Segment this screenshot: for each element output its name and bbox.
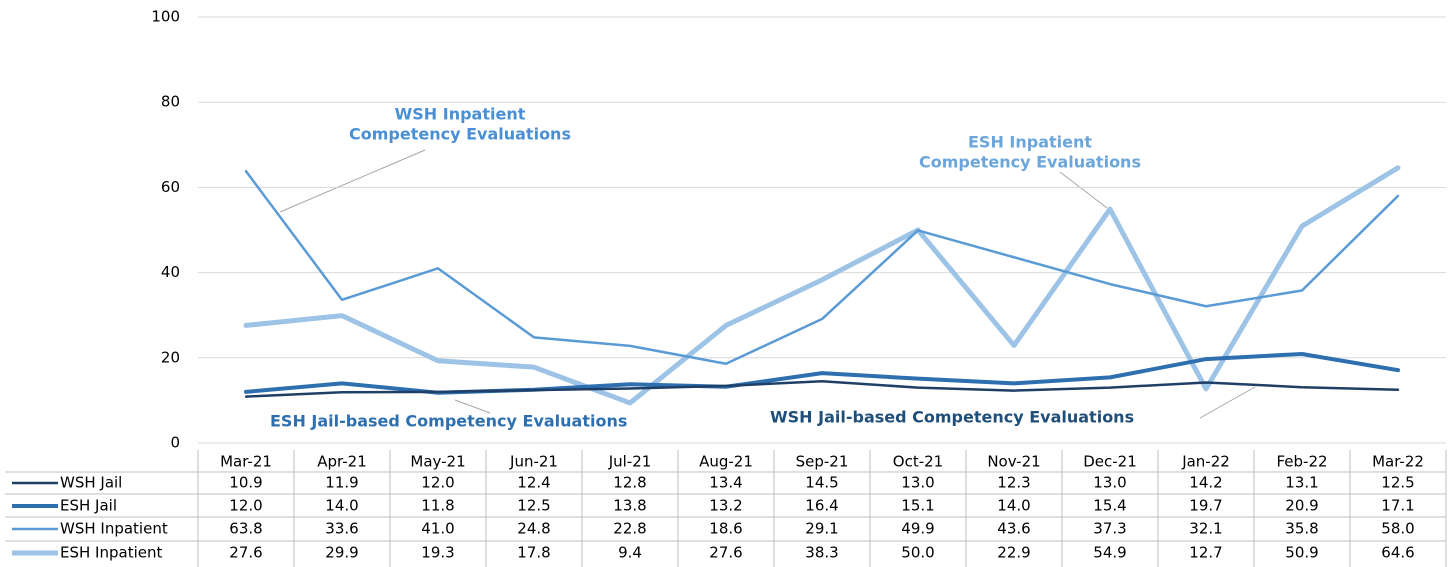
table-value: 14.0 [325,497,358,515]
table-value: 12.0 [229,497,262,515]
table-value: 17.8 [517,544,550,562]
table-value: 13.8 [613,497,646,515]
table-value: 24.8 [517,520,550,538]
series-line [243,165,1401,406]
annotation: WSH Inpatient [395,105,526,124]
table-value: 27.6 [229,544,262,562]
y-tick-label: 20 [161,348,180,366]
x-tick-label: Mar-22 [1372,453,1424,471]
table-value: 14.2 [1189,474,1222,492]
y-tick-label: 0 [170,434,180,452]
x-tick-label: Mar-21 [220,453,272,471]
table-value: 29.9 [325,544,358,562]
table-value: 32.1 [1189,520,1222,538]
table-value: 22.9 [997,544,1030,562]
series-line [244,351,1400,395]
table-value: 49.9 [901,520,934,538]
table-value: 58.0 [1381,520,1414,538]
table-value: 16.4 [805,497,838,515]
table-value: 15.1 [901,497,934,515]
table-value: 9.4 [618,544,642,562]
table-value: 33.6 [325,520,358,538]
x-tick-label: Apr-21 [317,453,367,471]
x-tick-label: Jan-22 [1181,453,1230,471]
table-value: 43.6 [997,520,1030,538]
legend-label: WSH Jail [60,474,122,492]
table-value: 12.0 [421,474,454,492]
x-tick-label: Sep-21 [796,453,849,471]
table-value: 50.9 [1285,544,1318,562]
annotation: Competency Evaluations [919,153,1141,172]
table-value: 10.9 [229,474,262,492]
table-value: 12.7 [1189,544,1222,562]
x-tick-label: May-21 [410,453,465,471]
table-value: 11.8 [421,497,454,515]
legend-label: ESH Jail [60,497,117,515]
table-value: 13.0 [901,474,934,492]
y-tick-label: 40 [161,263,180,281]
table-value: 11.9 [325,474,358,492]
table-value: 41.0 [421,520,454,538]
table-value: 54.9 [1093,544,1126,562]
leader-line [279,149,426,213]
table-value: 15.4 [1093,497,1126,515]
x-tick-label: Nov-21 [987,453,1040,471]
leader-line [1059,171,1108,209]
table-value: 27.6 [709,544,742,562]
table-value: 12.3 [997,474,1030,492]
table-value: 14.5 [805,474,838,492]
table-value: 50.0 [901,544,934,562]
table-value: 14.0 [997,497,1030,515]
table-value: 38.3 [805,544,838,562]
x-tick-label: Jul-21 [608,453,652,471]
legend-label: ESH Inpatient [60,544,162,562]
legend-label: WSH Inpatient [60,520,168,538]
table-value: 13.2 [709,497,742,515]
table-value: 12.4 [517,474,550,492]
series-line [244,379,1400,398]
annotation: ESH Inpatient [968,133,1092,152]
series-line [244,169,1400,366]
annotation: ESH Jail-based Competency Evaluations [270,412,627,431]
table-value: 35.8 [1285,520,1318,538]
table-value: 12.5 [517,497,550,515]
table-value: 13.1 [1285,474,1318,492]
x-tick-label: Dec-21 [1083,453,1137,471]
table-value: 18.6 [709,520,742,538]
table-value: 19.3 [421,544,454,562]
table-value: 13.0 [1093,474,1126,492]
y-tick-label: 80 [161,93,180,111]
table-value: 29.1 [805,520,838,538]
table-value: 64.6 [1381,544,1414,562]
annotation: Competency Evaluations [349,125,571,144]
x-tick-label: Jun-21 [509,453,558,471]
table-value: 63.8 [229,520,262,538]
table-value: 12.5 [1381,474,1414,492]
table-value: 19.7 [1189,497,1222,515]
leader-line [454,399,491,414]
table-value: 17.1 [1381,497,1414,515]
annotation: WSH Jail-based Competency Evaluations [770,408,1134,427]
y-tick-label: 100 [151,8,180,26]
table-value: 12.8 [613,474,646,492]
y-tick-label: 60 [161,178,180,196]
x-tick-label: Aug-21 [699,453,753,471]
x-tick-label: Oct-21 [893,453,943,471]
table-value: 20.9 [1285,497,1318,515]
table-value: 13.4 [709,474,742,492]
table-value: 37.3 [1093,520,1126,538]
leader-line [1199,386,1256,419]
table-value: 22.8 [613,520,646,538]
x-tick-label: Feb-22 [1276,453,1327,471]
